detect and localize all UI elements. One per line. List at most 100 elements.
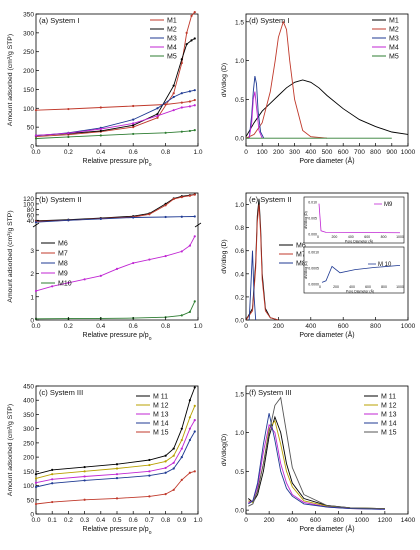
x-axis-label: Pore diameter (Å) (299, 524, 354, 533)
data-point (193, 430, 196, 433)
x-tick-label: 0.1 (48, 517, 57, 524)
x-tick-label: 1000 (401, 149, 416, 156)
data-point (172, 467, 175, 470)
legend-label: M 13 (153, 412, 169, 419)
data-point (164, 492, 167, 496)
inset-x-tick-label: 0 (317, 235, 319, 239)
data-point (67, 107, 70, 111)
data-point (193, 11, 196, 14)
inset-x-label: Pore Diameter (Å) (346, 289, 374, 294)
data-point (188, 399, 191, 402)
y-tick-label: 0.4 (235, 271, 244, 278)
series-line-m11 (35, 387, 196, 475)
series-line-m9 (35, 236, 196, 292)
inset-top-frame (303, 196, 405, 244)
x-tick-label: 0.9 (177, 517, 186, 524)
chart-title: (c) System III (39, 388, 83, 397)
x-tick-label: 0.6 (129, 323, 138, 330)
data-point (188, 471, 191, 474)
data-point (180, 438, 183, 442)
x-tick-label: 0.4 (96, 517, 105, 524)
x-tick-label: 0.8 (161, 323, 170, 330)
data-point (51, 500, 54, 504)
data-point (180, 456, 183, 459)
data-point (172, 109, 175, 112)
y-axis-label: Amount adsorbed (cm³/g STP) (7, 404, 14, 496)
x-tick-label: 1000 (401, 323, 416, 330)
inset-x-tick-label: 400 (348, 235, 354, 239)
data-point (180, 195, 183, 199)
data-point (132, 118, 135, 121)
legend-label: M6 (58, 241, 68, 248)
data-point (188, 100, 191, 103)
legend-label: M 11 (381, 394, 396, 401)
data-point (188, 129, 191, 133)
legend-label: M3 (167, 36, 177, 43)
inset-m10-line (321, 265, 401, 283)
x-tick-label: 800 (333, 517, 344, 524)
data-point (148, 213, 151, 216)
y-tick-label: 1.0 (235, 58, 244, 65)
data-point (172, 92, 175, 95)
y-tick-label: 0.0 (235, 136, 244, 143)
y-axis-label: dV/dlog (D) (221, 239, 228, 273)
data-point (115, 473, 119, 476)
data-point (34, 502, 38, 506)
x-tick-label: 0 (244, 517, 248, 524)
data-point (67, 281, 70, 284)
data-point (51, 473, 54, 476)
y-tick-label: 0.2 (235, 294, 244, 301)
inset-x-tick-label: 400 (349, 285, 355, 289)
data-point (34, 109, 38, 112)
data-point (115, 463, 119, 466)
data-point (188, 244, 191, 247)
data-point (172, 95, 175, 99)
inset-x-tick-label: 1000 (396, 285, 404, 289)
y-tick-label: 0 (30, 318, 34, 325)
x-axis-label: Relative pressure p/po (83, 158, 152, 168)
x-tick-label: 600 (310, 517, 321, 524)
plot-frame (245, 385, 409, 515)
y-tick-label: 350 (23, 412, 34, 419)
legend-label: M1 (167, 18, 177, 25)
inset-y-label: dV/dlog (D) (304, 261, 308, 279)
y-tick-label: 0.0 (235, 318, 244, 325)
x-tick-label: 1200 (378, 517, 393, 524)
data-point (148, 495, 151, 498)
legend-label: M6 (296, 243, 306, 250)
x-tick-label: 0.5 (112, 517, 121, 524)
y-tick-label: 200 (23, 68, 34, 75)
y-tick-label: 100 (23, 201, 34, 208)
data-point (99, 217, 102, 221)
legend-label: M8 (58, 261, 68, 268)
data-point (34, 134, 38, 137)
plot-frame (35, 192, 199, 321)
plot-frame (35, 385, 199, 515)
series-line-m14 (35, 431, 196, 488)
inset-x-tick-label: 1000 (396, 235, 404, 239)
x-tick-label: 0 (244, 149, 248, 156)
inset-y-tick-label: 0.000 (308, 233, 317, 237)
data-point (67, 135, 70, 139)
data-point (188, 194, 191, 197)
x-tick-label: 300 (289, 149, 300, 156)
y-tick-label: 250 (23, 49, 34, 56)
data-point (172, 197, 175, 201)
y-tick-label: 1 (30, 294, 34, 301)
data-point (156, 107, 159, 110)
y-tick-label: 0.5 (235, 97, 244, 104)
data-point (185, 43, 188, 46)
data-point (164, 204, 167, 207)
data-point (190, 14, 193, 17)
data-point (156, 114, 159, 117)
data-point (99, 127, 102, 131)
x-tick-label: 600 (338, 149, 349, 156)
y-tick-label: 200 (23, 455, 34, 462)
data-point (180, 314, 183, 317)
x-tick-label: 0.4 (96, 149, 105, 156)
y-tick-label: 300 (23, 426, 34, 433)
inset-x-tick-label: 800 (381, 285, 387, 289)
series-line-m10 (35, 301, 196, 320)
data-point (180, 130, 183, 133)
data-point (164, 471, 167, 474)
